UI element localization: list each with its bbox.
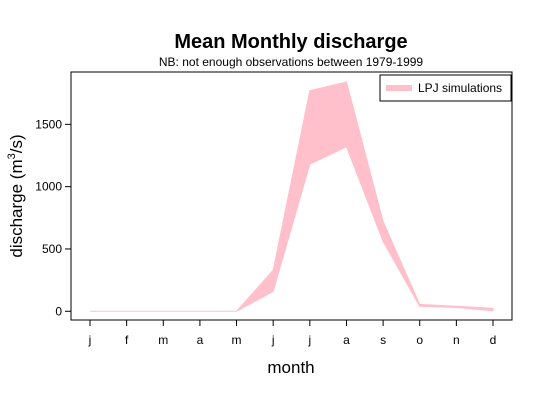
x-tick-label: d bbox=[490, 333, 497, 347]
x-tick-label: s bbox=[380, 333, 386, 347]
series-band-lpj-simulations bbox=[90, 81, 494, 312]
x-tick-label: j bbox=[307, 333, 311, 347]
y-axis-title: discharge (m3/s) bbox=[6, 134, 26, 257]
y-tick-label: 1500 bbox=[35, 117, 62, 131]
y-tick-label: 0 bbox=[55, 304, 62, 318]
x-tick-label: f bbox=[125, 333, 129, 347]
y-axis-title-superscript: 3 bbox=[6, 153, 18, 159]
chart-subtitle: NB: not enough observations between 1979… bbox=[159, 55, 424, 69]
x-tick-label: o bbox=[416, 333, 423, 347]
x-tick-label: j bbox=[271, 333, 275, 347]
x-tick-label: j bbox=[88, 333, 92, 347]
plot-frame bbox=[70, 71, 513, 321]
x-tick-label: m bbox=[232, 333, 242, 347]
y-axis: 0 500 1000 1500 bbox=[35, 117, 71, 318]
y-tick-label: 500 bbox=[42, 242, 62, 256]
x-tick-label: a bbox=[197, 333, 204, 347]
x-tick-label: a bbox=[343, 333, 350, 347]
chart-title: Mean Monthly discharge bbox=[174, 31, 407, 53]
plot-layer bbox=[90, 81, 494, 312]
x-tick-label: m bbox=[158, 333, 168, 347]
legend: LPJ simulations bbox=[379, 74, 512, 102]
y-tick-label: 1000 bbox=[35, 180, 62, 194]
legend-label: LPJ simulations bbox=[418, 81, 502, 95]
x-axis-title: month bbox=[267, 358, 314, 377]
x-tick-label: n bbox=[453, 333, 460, 347]
